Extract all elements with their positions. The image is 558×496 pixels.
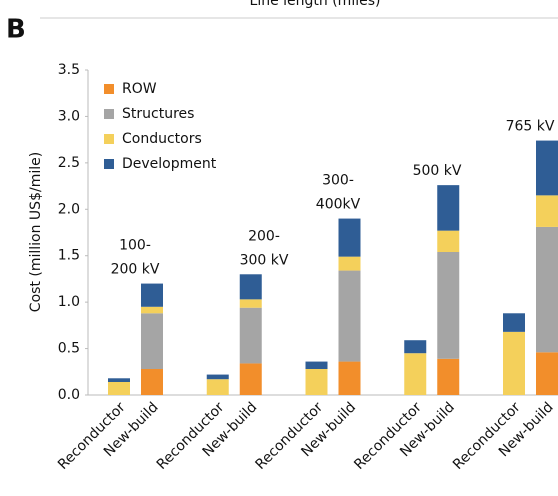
- legend-swatch: [104, 159, 114, 169]
- bar-segment: [305, 361, 328, 369]
- bar-segment: [437, 230, 460, 252]
- group-label: 500 kV: [413, 163, 462, 179]
- legend-swatch: [104, 109, 114, 119]
- bar-segment: [239, 363, 262, 395]
- upper-axis-title: Line length (miles): [250, 0, 381, 9]
- bar-segment: [141, 283, 163, 307]
- y-axis-title: Cost (million US$/mile): [28, 152, 44, 312]
- bar-segment: [239, 274, 262, 300]
- y-tick-label: 1.0: [58, 294, 80, 310]
- y-tick-label: 1.5: [58, 248, 80, 264]
- bar-segment: [338, 256, 361, 271]
- bar-segment: [404, 353, 427, 395]
- y-tick-label: 0.5: [58, 341, 80, 357]
- bar-segment: [338, 361, 361, 395]
- bar-segment: [239, 299, 262, 308]
- bar-segment: [108, 382, 130, 395]
- legend-label: ROW: [122, 81, 157, 97]
- y-tick-label: 0.0: [58, 387, 80, 403]
- bar-segment: [305, 369, 328, 395]
- bar-segment: [503, 331, 525, 395]
- bar-segment: [338, 270, 361, 362]
- bar-segment: [141, 369, 163, 395]
- legend-label: Development: [122, 156, 217, 172]
- y-tick-label: 3.0: [58, 108, 80, 124]
- bar-segment: [206, 379, 229, 395]
- bar-segment: [141, 313, 163, 369]
- bar-segment: [206, 374, 229, 380]
- legend-swatch: [104, 84, 114, 94]
- group-label: 300-: [322, 173, 354, 189]
- bar-segment: [108, 378, 130, 382]
- legend-label: Structures: [122, 106, 194, 122]
- group-label: 200-: [248, 228, 280, 244]
- group-label: 100-: [119, 238, 151, 254]
- group-label: 400kV: [316, 197, 361, 213]
- bar-segment: [536, 195, 558, 227]
- legend-label: Conductors: [122, 131, 202, 147]
- bar-segment: [141, 306, 163, 314]
- bar-segment: [437, 252, 460, 359]
- bar-segment: [338, 218, 361, 257]
- bar-segment: [437, 358, 460, 395]
- y-tick-label: 2.0: [58, 201, 80, 217]
- panel-label: B: [6, 15, 26, 45]
- bar-segment: [503, 313, 525, 332]
- legend-swatch: [104, 134, 114, 144]
- bar-segment: [404, 340, 427, 354]
- bar-segment: [536, 352, 558, 395]
- bar-segment: [536, 226, 558, 353]
- bar-segment: [437, 185, 460, 231]
- y-tick-label: 3.5: [58, 62, 80, 78]
- group-label: 765 kV: [506, 119, 555, 135]
- y-tick-label: 2.5: [58, 155, 80, 171]
- group-label: 300 kV: [240, 252, 289, 268]
- bar-segment: [239, 307, 262, 364]
- bar-segment: [536, 140, 558, 196]
- group-label: 200 kV: [111, 262, 160, 278]
